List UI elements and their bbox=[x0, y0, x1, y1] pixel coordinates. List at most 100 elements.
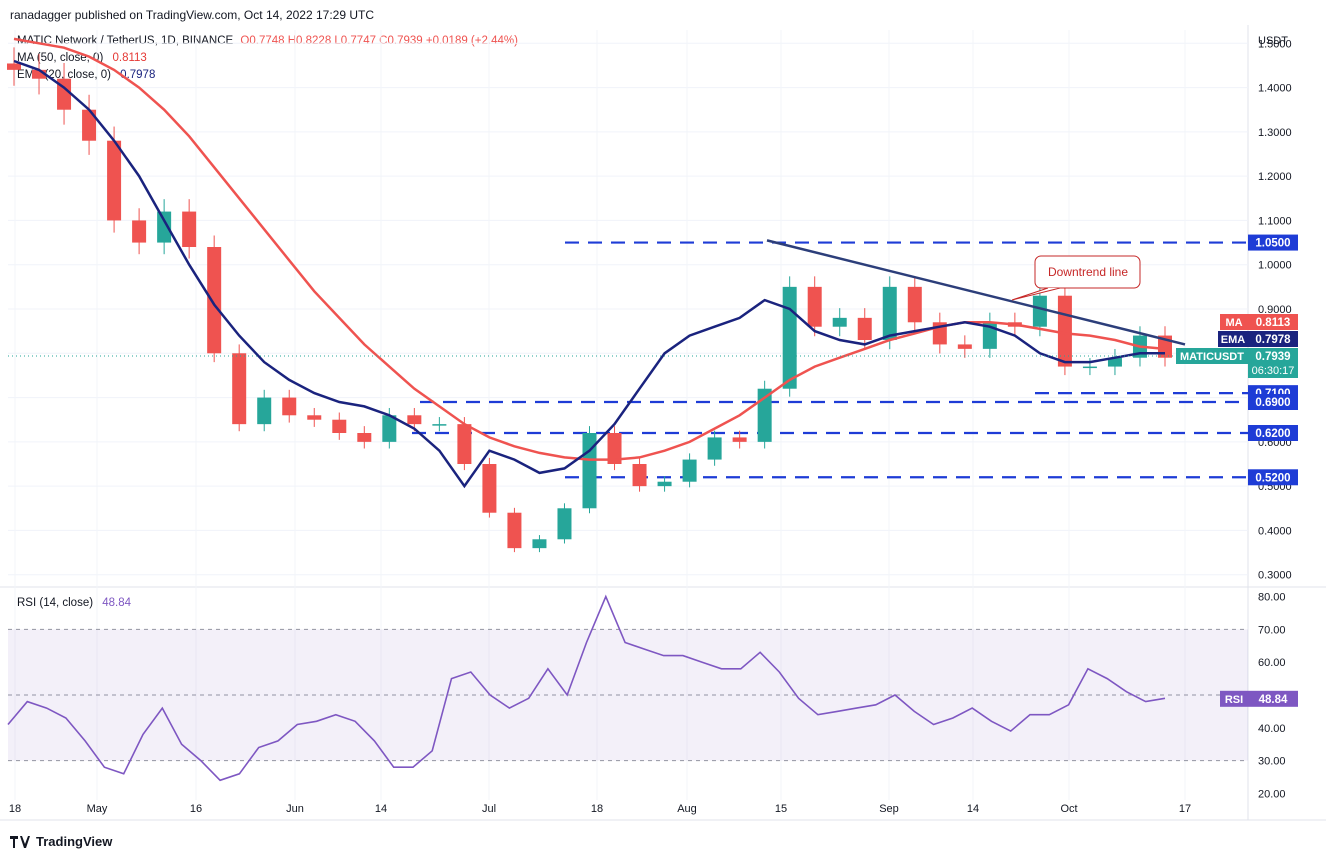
candle-body bbox=[832, 317, 847, 327]
rsi-tick-label: 80.00 bbox=[1258, 592, 1286, 604]
candle-body bbox=[907, 286, 922, 323]
ohlc-values: O0.7748 H0.8228 L0.7747 C0.7939 +0.0189 … bbox=[240, 35, 518, 47]
tradingview-footer[interactable]: TradingView bbox=[10, 834, 112, 849]
price-tick-label: 1.0000 bbox=[1258, 260, 1292, 272]
downtrend-callout: Downtrend line bbox=[1011, 255, 1141, 301]
price-tick-label: 0.9000 bbox=[1258, 304, 1292, 316]
time-tick-label: 15 bbox=[775, 803, 787, 815]
price-unit-label: USDT bbox=[1258, 35, 1288, 47]
rsi-tag-name: RSI bbox=[1225, 694, 1243, 706]
candle-body bbox=[507, 512, 522, 549]
candle-body bbox=[757, 388, 772, 442]
candle-body bbox=[157, 211, 172, 243]
publisher-header: ranadagger published on TradingView.com,… bbox=[10, 8, 375, 22]
rsi-tick-label: 60.00 bbox=[1258, 657, 1286, 669]
callout-box bbox=[1034, 255, 1141, 289]
candle-body bbox=[307, 415, 322, 420]
time-tick-label: 17 bbox=[1179, 803, 1191, 815]
candle-body bbox=[82, 109, 97, 141]
support-resistance-levels bbox=[412, 241, 1248, 479]
price-tick-label: 0.4000 bbox=[1258, 525, 1292, 537]
level-tag bbox=[1248, 234, 1298, 251]
ema-tag-label-box bbox=[1218, 331, 1248, 347]
candle-body bbox=[657, 481, 672, 487]
candle-body bbox=[1082, 366, 1097, 369]
countdown-label: 06:30:17 bbox=[1252, 365, 1295, 377]
ema-tag-value-box bbox=[1248, 331, 1298, 347]
candle-body bbox=[32, 69, 47, 79]
downtrend-line bbox=[766, 239, 1186, 346]
level-tag bbox=[1248, 394, 1298, 410]
rsi-tag-value: 48.84 bbox=[1259, 694, 1288, 706]
rsi-line bbox=[7, 594, 1166, 782]
candle-body bbox=[857, 317, 872, 340]
rsi-tick-label: 20.00 bbox=[1258, 788, 1286, 800]
last-price-tag-value: 0.7939 bbox=[1255, 351, 1290, 363]
candle-body bbox=[632, 464, 647, 487]
symbol-title[interactable]: MATIC Network / TetherUS, 1D, BINANCE bbox=[17, 35, 234, 47]
candle-body bbox=[332, 419, 347, 433]
price-tick-label: 1.1000 bbox=[1258, 215, 1292, 227]
candle-body bbox=[357, 433, 372, 442]
callout-text: Downtrend line bbox=[1048, 265, 1128, 279]
candle-body bbox=[782, 286, 797, 389]
tradingview-brand: TradingView bbox=[36, 834, 113, 849]
rsi-tag-name-box bbox=[1220, 690, 1248, 707]
time-tick-label: Jul bbox=[482, 803, 496, 815]
time-tick-label: 14 bbox=[375, 803, 387, 815]
ema-tag-name: EMA bbox=[1221, 334, 1246, 346]
candle-body bbox=[382, 415, 397, 442]
time-tick-label: Jun bbox=[286, 803, 304, 815]
candle-body bbox=[132, 220, 147, 243]
candle-body bbox=[957, 344, 972, 349]
candle-body bbox=[107, 140, 122, 221]
ema-legend-value: 0.7978 bbox=[120, 69, 156, 81]
rsi-tick-label: 40.00 bbox=[1258, 723, 1286, 735]
level-tag-label: 1.0500 bbox=[1255, 238, 1290, 250]
level-tag bbox=[1248, 469, 1298, 486]
tradingview-logo-icon bbox=[10, 835, 30, 848]
time-tick-label: Sep bbox=[879, 803, 899, 815]
ma-tag-value: 0.8113 bbox=[1256, 317, 1291, 329]
level-tag-label: 0.6200 bbox=[1255, 428, 1290, 440]
candle-body bbox=[1032, 295, 1047, 327]
time-tick-label: 14 bbox=[967, 803, 979, 815]
time-tick-label: 18 bbox=[591, 803, 603, 815]
last-price-tag-value-box bbox=[1248, 348, 1298, 364]
level-tag-label: 0.5200 bbox=[1255, 472, 1290, 484]
price-tick-label: 0.3000 bbox=[1258, 570, 1292, 582]
ma-tag-value-box bbox=[1248, 314, 1298, 330]
price-tick-label: 1.2000 bbox=[1258, 171, 1292, 183]
candle-body bbox=[532, 539, 547, 549]
rsi-band bbox=[8, 629, 1248, 761]
rsi-legend-label[interactable]: RSI (14, close) bbox=[17, 597, 94, 609]
candle-body bbox=[282, 397, 297, 416]
symbol-legend: MATIC Network / TetherUS, 1D, BINANCE O0… bbox=[17, 35, 518, 47]
level-tag bbox=[1248, 425, 1298, 441]
candle-body bbox=[457, 424, 472, 464]
candle-body bbox=[732, 437, 747, 442]
last-price-tag-label-box bbox=[1176, 348, 1248, 364]
time-tick-label: 16 bbox=[190, 803, 202, 815]
time-tick-label: 18 bbox=[9, 803, 21, 815]
rsi-tick-label: 70.00 bbox=[1258, 624, 1286, 636]
candle-body bbox=[432, 424, 447, 426]
rsi-tick-label: 30.00 bbox=[1258, 756, 1286, 768]
price-tags: 1.05000.71000.69000.62000.5200MA0.8113EM… bbox=[1176, 234, 1298, 707]
time-tick-label: Oct bbox=[1060, 803, 1077, 815]
time-tick-label: May bbox=[87, 803, 108, 815]
time-tick-label: Aug bbox=[677, 803, 697, 815]
candle-body bbox=[407, 415, 422, 425]
candle-body bbox=[1107, 357, 1122, 367]
price-tick-label: 1.3000 bbox=[1258, 127, 1292, 139]
rsi-legend: RSI (14, close) 48.84 bbox=[17, 597, 131, 609]
candle-body bbox=[182, 211, 197, 247]
candle-body bbox=[882, 286, 897, 340]
candle-body bbox=[557, 508, 572, 540]
candle-body bbox=[707, 437, 722, 460]
level-tag-label: 0.6900 bbox=[1255, 397, 1290, 409]
candle-body bbox=[257, 397, 272, 425]
candle-body bbox=[7, 63, 21, 70]
price-tick-label: 1.4000 bbox=[1258, 83, 1292, 95]
